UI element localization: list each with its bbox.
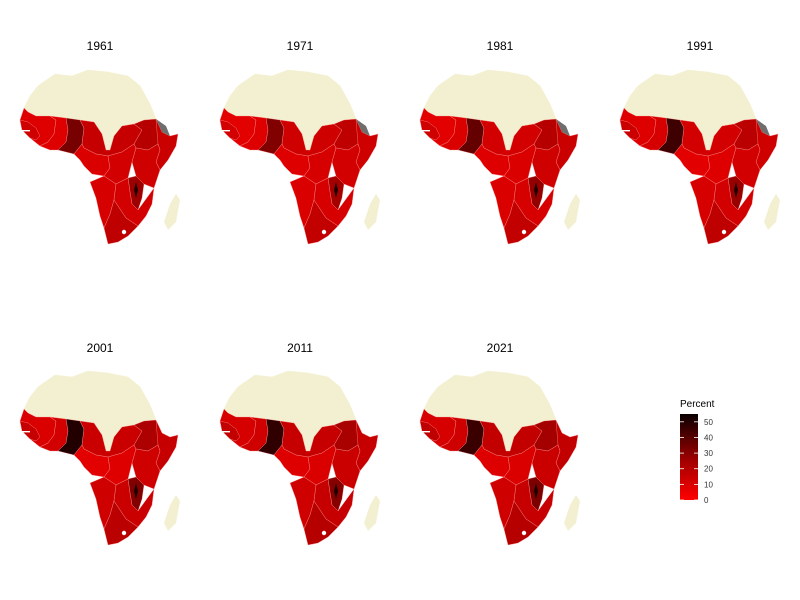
panel-title: 2011 [287, 341, 313, 355]
legend: Percent 50 40 30 20 10 0 [680, 399, 715, 505]
region-east [331, 143, 361, 189]
region-east [531, 143, 561, 189]
map-panel-2011: 2011 [219, 341, 380, 546]
region-madagascar [364, 495, 380, 531]
africa-map [419, 370, 580, 546]
gambia-marker [20, 130, 30, 132]
africa-map [619, 69, 780, 245]
region-east [131, 143, 161, 189]
region-no-data [556, 119, 570, 136]
panel-title: 1981 [487, 39, 514, 53]
legend-tick-label: 20 [704, 465, 713, 474]
gambia-marker [420, 130, 430, 132]
lesotho-marker [721, 229, 727, 235]
region-madagascar [564, 495, 580, 531]
panel-title: 2021 [487, 341, 514, 355]
africa-map [19, 69, 180, 245]
region-south [103, 500, 139, 546]
region-congo [703, 143, 737, 185]
lesotho-marker [121, 229, 127, 235]
region-congo [303, 143, 337, 185]
africa-map [419, 69, 580, 245]
region-south [703, 199, 739, 245]
legend-ticks: 50 40 30 20 10 0 [680, 418, 713, 505]
region-madagascar [364, 194, 380, 230]
lake-malawi [534, 182, 538, 198]
region-congo [303, 444, 337, 486]
region-east [131, 444, 161, 490]
lesotho-marker [521, 530, 527, 536]
lesotho-marker [121, 530, 127, 536]
region-madagascar [564, 194, 580, 230]
region-south [503, 500, 539, 546]
lake-malawi [334, 483, 338, 499]
lake-malawi [134, 182, 138, 198]
region-no-data [156, 119, 170, 136]
lake-malawi [134, 483, 138, 499]
map-panel-2001: 2001 [19, 341, 180, 546]
lesotho-marker [321, 530, 327, 536]
panel-title: 1961 [87, 39, 114, 53]
region-somalia [155, 419, 179, 472]
region-madagascar [164, 495, 180, 531]
region-east [331, 444, 361, 490]
legend-tick-label: 10 [704, 480, 713, 489]
panel-title: 2001 [87, 341, 114, 355]
region-south [303, 199, 339, 245]
map-panel-2021: 2021 [419, 341, 580, 546]
lesotho-marker [321, 229, 327, 235]
lake-malawi [334, 182, 338, 198]
region-somalia [555, 419, 579, 472]
legend-tick-label: 50 [704, 418, 713, 427]
africa-map [219, 69, 380, 245]
gambia-marker [620, 130, 630, 132]
legend-tick-label: 30 [704, 449, 713, 458]
legend-title: Percent [680, 399, 715, 410]
panel-title: 1971 [287, 39, 314, 53]
region-madagascar [164, 194, 180, 230]
region-congo [103, 444, 137, 486]
panel-title: 1991 [687, 39, 714, 53]
region-somalia [555, 118, 579, 171]
gambia-marker [420, 431, 430, 433]
gambia-marker [220, 130, 230, 132]
gambia-marker [220, 431, 230, 433]
legend-colorbar [680, 414, 698, 500]
region-somalia [355, 118, 379, 171]
region-east [731, 143, 761, 189]
region-somalia [155, 118, 179, 171]
lake-malawi [534, 483, 538, 499]
region-madagascar [764, 194, 780, 230]
region-south [303, 500, 339, 546]
map-panels: 1961 1971 1981 1991 2001 2011 2021 [19, 39, 780, 546]
africa-map [19, 370, 180, 546]
map-panel-1991: 1991 [619, 39, 780, 245]
gambia-marker [20, 431, 30, 433]
map-panel-1971: 1971 [219, 39, 380, 245]
region-congo [103, 143, 137, 185]
region-south [503, 199, 539, 245]
region-no-data [356, 119, 370, 136]
map-panel-1981: 1981 [419, 39, 580, 245]
region-congo [503, 143, 537, 185]
region-no-data [756, 119, 770, 136]
region-south [103, 199, 139, 245]
africa-map [219, 370, 380, 546]
lake-malawi [734, 182, 738, 198]
legend-tick-label: 0 [704, 496, 709, 505]
region-east [531, 444, 561, 490]
region-somalia [355, 419, 379, 472]
region-congo [503, 444, 537, 486]
legend-tick-label: 40 [704, 433, 713, 442]
lesotho-marker [521, 229, 527, 235]
region-somalia [755, 118, 779, 171]
map-panel-1961: 1961 [19, 39, 180, 245]
